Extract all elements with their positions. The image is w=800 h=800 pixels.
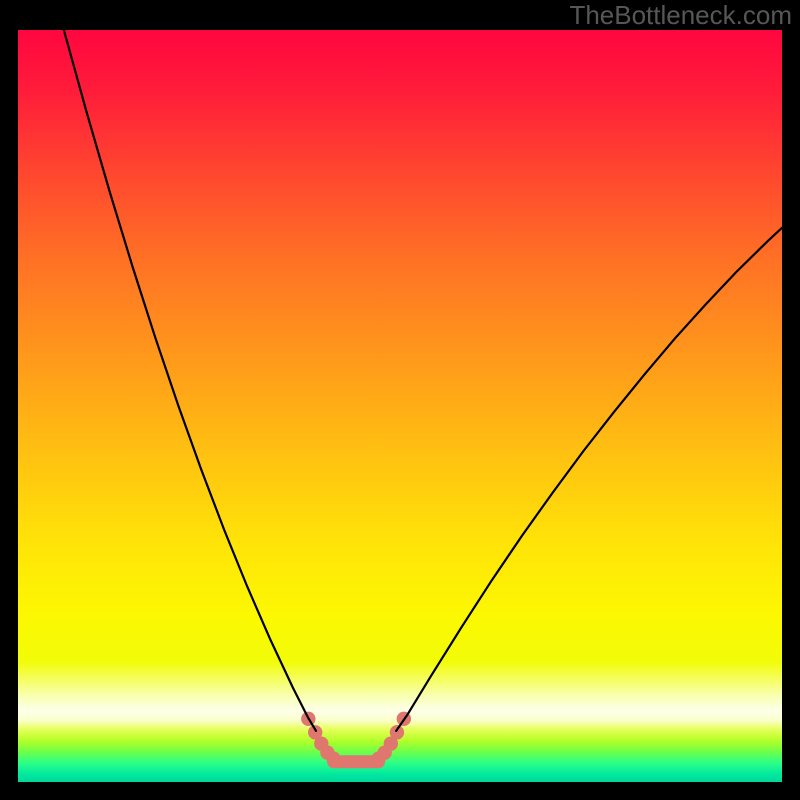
- plot-area: [18, 30, 782, 782]
- watermark-text: TheBottleneck.com: [569, 0, 792, 31]
- highlight-dot-left: [326, 751, 340, 765]
- gradient-background: [18, 30, 782, 782]
- chart-container: TheBottleneck.com: [0, 0, 800, 800]
- bottleneck-chart: [18, 30, 782, 782]
- highlight-dot-right: [390, 725, 404, 739]
